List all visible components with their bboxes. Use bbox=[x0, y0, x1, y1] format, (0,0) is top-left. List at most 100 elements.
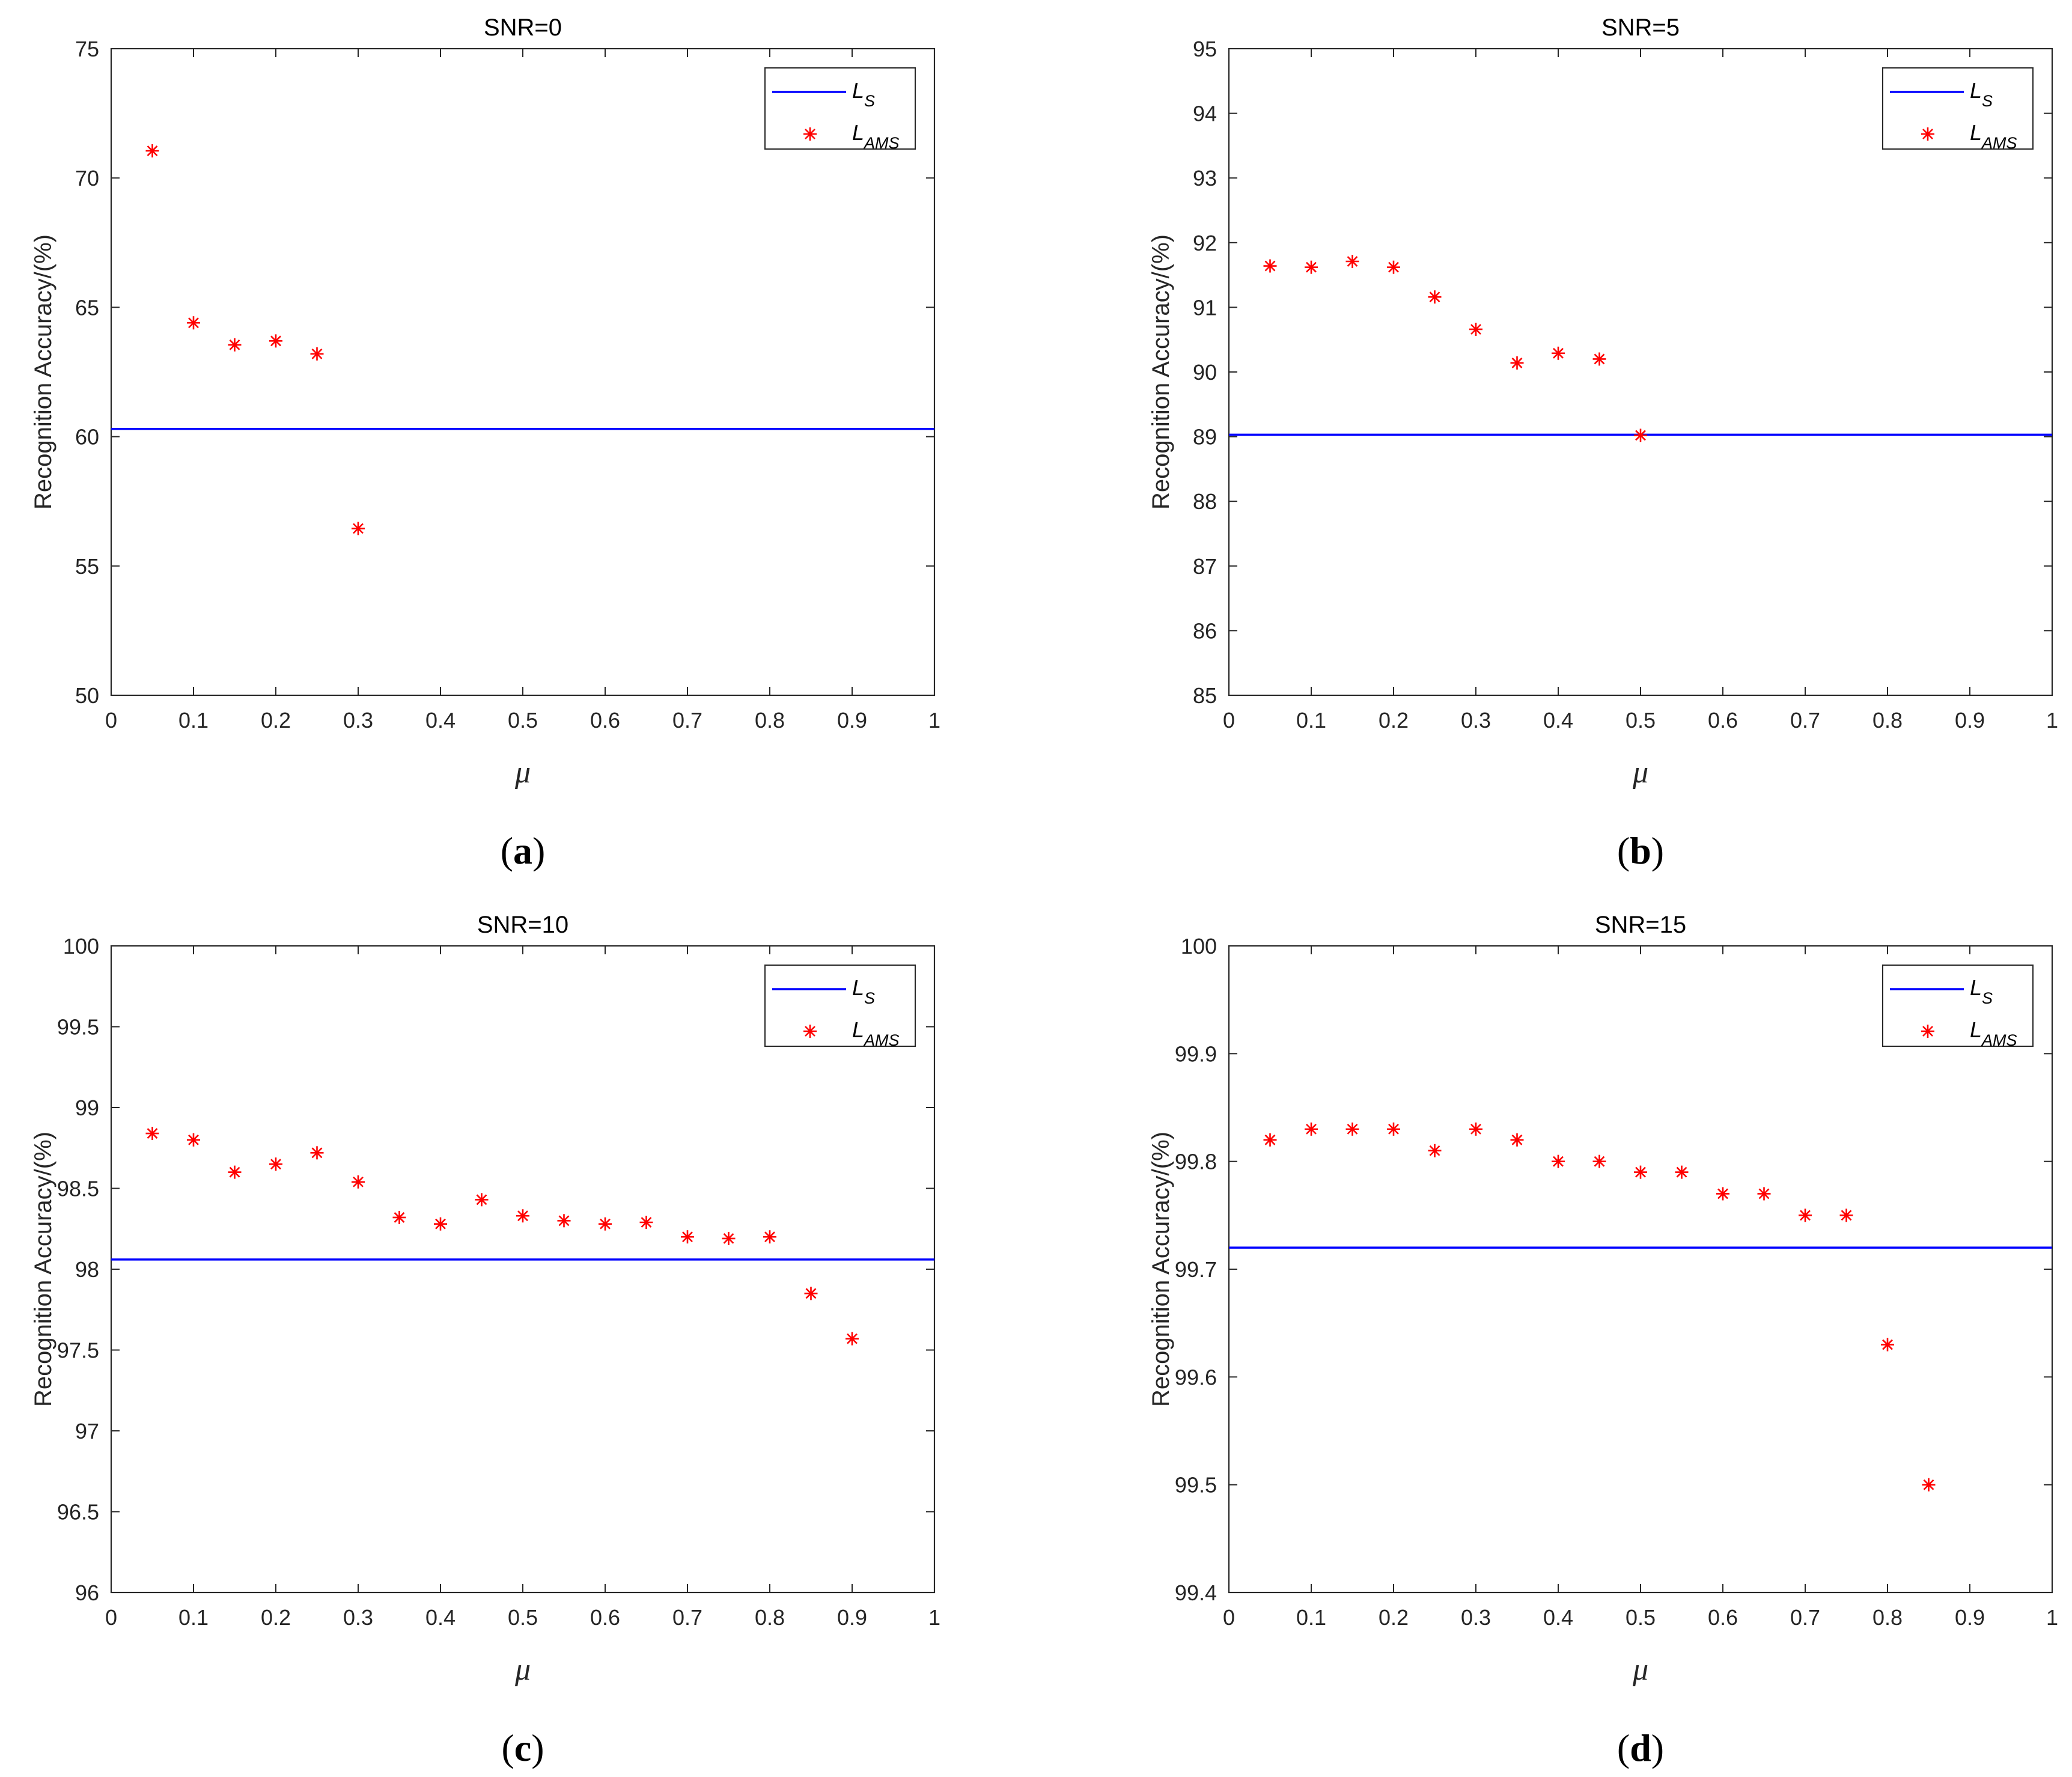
y-tick-label: 99.9 bbox=[1175, 1041, 1217, 1066]
panel-caption-part: d bbox=[1630, 1727, 1651, 1769]
chart-title: SNR=5 bbox=[1601, 14, 1680, 41]
x-tick-label: 0.2 bbox=[261, 708, 291, 733]
data-point bbox=[1469, 322, 1482, 336]
legend-box bbox=[1882, 67, 2034, 150]
chart-panel-d: 0 0.1 0.2 0.3 0.4 0.5 0.6 0.7 0.8 0.9 1 99.4 99.5 99.… bbox=[1148, 912, 2058, 1769]
data-point bbox=[1510, 1133, 1524, 1147]
y-tick-label: 60 bbox=[75, 425, 99, 450]
y-tick-label: 93 bbox=[1193, 166, 1217, 191]
chart-panel-a: 0 0.1 0.2 0.3 0.4 0.5 0.6 0.7 0.8 0.9 1 50 55 60 65 70 7… bbox=[30, 14, 940, 872]
x-tick-label: 0.3 bbox=[343, 1605, 373, 1630]
chart-title: SNR=15 bbox=[1595, 912, 1686, 938]
y-tick-label: 99 bbox=[75, 1096, 99, 1120]
panel-caption-part: ) bbox=[531, 1727, 544, 1769]
data-point bbox=[599, 1217, 612, 1231]
x-tick-label: 0.9 bbox=[837, 1605, 867, 1630]
chart-panel-c: 0 0.1 0.2 0.3 0.4 0.5 0.6 0.7 0.8 0.9 1 96 96.5 97 97.… bbox=[30, 912, 940, 1769]
panel-caption-part: b bbox=[1630, 829, 1651, 872]
legend-label-subscript: AMS bbox=[863, 134, 900, 152]
x-tick-label: 0.4 bbox=[425, 1605, 456, 1630]
x-tick-label: 0.8 bbox=[755, 1605, 785, 1630]
y-tick-label: 87 bbox=[1193, 554, 1217, 579]
x-tick-label: 0.8 bbox=[1872, 708, 1903, 733]
legend-box bbox=[1882, 965, 2034, 1047]
data-point bbox=[392, 1210, 406, 1224]
data-point bbox=[187, 316, 200, 330]
panel-caption: (a) bbox=[501, 829, 546, 872]
x-tick-label: 0.9 bbox=[1955, 1605, 1985, 1630]
data-point bbox=[228, 1165, 242, 1179]
x-tick-label: 0.8 bbox=[1872, 1605, 1903, 1630]
x-tick-label: 0.1 bbox=[1296, 708, 1326, 733]
y-tick-label: 99.8 bbox=[1175, 1150, 1217, 1174]
y-tick-label: 98.5 bbox=[57, 1177, 99, 1201]
x-tick-label: 0.6 bbox=[590, 708, 620, 733]
data-point bbox=[804, 1287, 818, 1300]
legend-box bbox=[764, 67, 916, 150]
plot-frame bbox=[1228, 945, 2053, 1594]
legend-label: LS bbox=[852, 78, 875, 110]
y-tick-label: 99.5 bbox=[57, 1015, 99, 1040]
y-tick-label: 55 bbox=[75, 554, 99, 579]
data-point bbox=[352, 1175, 365, 1189]
y-tick-label: 50 bbox=[75, 683, 99, 708]
data-point bbox=[681, 1230, 694, 1244]
data-point bbox=[516, 1209, 529, 1223]
data-point bbox=[1263, 259, 1277, 273]
legend-label-subscript: AMS bbox=[863, 1031, 900, 1049]
data-point bbox=[1799, 1209, 1812, 1222]
data-point bbox=[1634, 428, 1647, 442]
data-point bbox=[846, 1332, 859, 1346]
y-axis-label: Recognition Accuracy/(%) bbox=[1148, 1132, 1174, 1407]
x-tick-label: 0.7 bbox=[672, 1605, 702, 1630]
panel-caption-part: ) bbox=[1651, 1727, 1664, 1769]
x-tick-label: 0 bbox=[105, 708, 117, 733]
x-tick-label: 0.2 bbox=[261, 1605, 291, 1630]
data-point bbox=[1305, 260, 1318, 274]
data-point bbox=[1469, 1122, 1482, 1136]
data-point bbox=[1675, 1165, 1689, 1179]
y-tick-label: 96.5 bbox=[57, 1500, 99, 1525]
plot-frame bbox=[110, 945, 936, 1594]
y-tick-label: 92 bbox=[1193, 231, 1217, 255]
x-tick-label: 0.1 bbox=[178, 708, 209, 733]
data-point bbox=[639, 1215, 653, 1229]
y-axis-label: Recognition Accuracy/(%) bbox=[1148, 234, 1174, 510]
data-point bbox=[1387, 1122, 1400, 1136]
panel-caption-part: ) bbox=[1651, 829, 1664, 872]
panel-caption-part: ( bbox=[501, 1727, 514, 1769]
x-tick-label: 0.7 bbox=[672, 708, 702, 733]
legend-label-subscript: AMS bbox=[1981, 1031, 2017, 1049]
y-tick-label: 91 bbox=[1193, 295, 1217, 320]
x-tick-label: 0.3 bbox=[343, 708, 373, 733]
x-axis-label: μ bbox=[1632, 1653, 1648, 1687]
legend-label-subscript: S bbox=[864, 989, 875, 1007]
y-tick-label: 65 bbox=[75, 295, 99, 320]
data-point bbox=[187, 1133, 200, 1147]
y-tick-label: 99.4 bbox=[1175, 1580, 1217, 1605]
x-tick-label: 0.8 bbox=[755, 708, 785, 733]
y-tick-label: 90 bbox=[1193, 360, 1217, 385]
data-point bbox=[269, 334, 282, 348]
data-point bbox=[1634, 1165, 1647, 1179]
legend-label-subscript: S bbox=[1982, 92, 1993, 110]
x-tick-label: 0 bbox=[1223, 708, 1235, 733]
data-point bbox=[1428, 290, 1442, 304]
plot-frame bbox=[110, 47, 936, 696]
legend-swatch-star bbox=[1921, 127, 1934, 141]
chart-title: SNR=10 bbox=[477, 912, 568, 938]
y-tick-label: 70 bbox=[75, 166, 99, 191]
y-tick-label: 98 bbox=[75, 1257, 99, 1282]
data-point bbox=[228, 338, 242, 352]
y-tick-label: 94 bbox=[1193, 102, 1217, 126]
panel-caption: (d) bbox=[1617, 1727, 1664, 1769]
x-tick-label: 1 bbox=[2046, 708, 2058, 733]
panel-caption-part: ( bbox=[1617, 829, 1630, 872]
plot-frame bbox=[1228, 47, 2053, 696]
x-tick-label: 0.9 bbox=[1955, 708, 1985, 733]
